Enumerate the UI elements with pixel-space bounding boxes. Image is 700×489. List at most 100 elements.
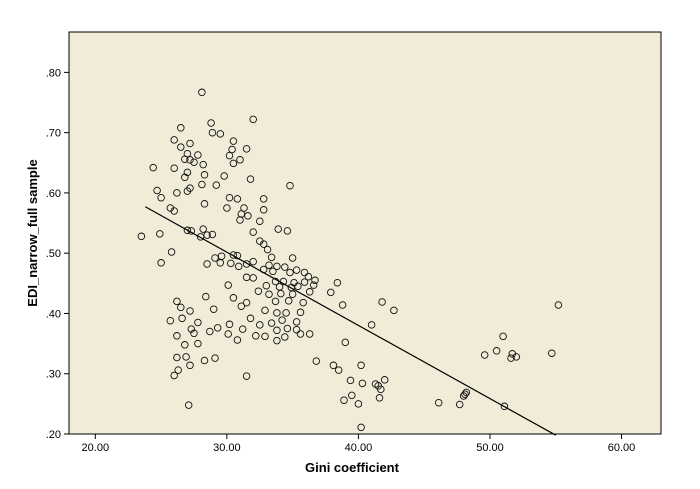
data-point	[286, 268, 294, 277]
data-point	[259, 206, 268, 214]
y-axis: .20 .30 .40 .50 .60 .70 .80	[46, 67, 69, 441]
data-point	[273, 309, 281, 317]
data-point	[354, 400, 363, 408]
data-point	[292, 318, 301, 326]
data-point	[199, 225, 207, 233]
data-point	[261, 332, 269, 341]
data-point	[273, 326, 281, 335]
data-point	[200, 356, 209, 365]
data-point	[190, 329, 198, 338]
data-point	[348, 391, 356, 400]
data-point	[300, 278, 309, 286]
data-point	[333, 278, 342, 287]
x-tick-label: 40.00	[345, 442, 373, 454]
data-points	[137, 88, 563, 432]
data-point	[242, 298, 251, 307]
data-point	[507, 354, 515, 362]
data-point	[246, 175, 255, 183]
data-point	[254, 287, 263, 295]
y-tick-label: .60	[46, 188, 61, 200]
data-point	[157, 193, 165, 202]
data-point	[242, 372, 251, 380]
data-point	[288, 290, 297, 298]
data-point	[177, 143, 185, 151]
data-point	[300, 268, 309, 277]
data-point	[181, 341, 189, 349]
data-point	[224, 330, 232, 338]
data-point	[281, 333, 289, 341]
data-point	[327, 288, 335, 297]
data-point	[277, 289, 285, 298]
data-point	[259, 240, 268, 248]
data-point	[309, 281, 318, 289]
data-point	[305, 288, 314, 296]
x-tick-label: 50.00	[476, 442, 504, 454]
x-tick-label: 30.00	[213, 442, 241, 454]
data-point	[203, 260, 211, 268]
data-point	[186, 307, 194, 315]
data-point	[249, 257, 257, 266]
data-point	[249, 228, 257, 236]
data-point	[480, 351, 489, 359]
data-point	[305, 330, 314, 338]
data-point	[224, 281, 232, 289]
data-point	[390, 306, 398, 315]
data-point	[137, 232, 146, 241]
data-point	[225, 320, 234, 329]
data-point	[244, 212, 252, 220]
data-point	[375, 394, 384, 402]
plot-area	[68, 31, 662, 435]
data-point	[265, 290, 273, 298]
data-point	[455, 400, 464, 409]
x-tick-label: 60.00	[608, 442, 636, 454]
data-point	[267, 319, 276, 327]
data-point	[199, 160, 207, 169]
data-point	[341, 338, 350, 347]
data-point	[170, 164, 178, 172]
data-point	[220, 172, 228, 180]
data-point	[288, 254, 297, 262]
data-point	[271, 297, 280, 306]
y-tick-label: .50	[46, 248, 61, 260]
data-point	[200, 171, 209, 179]
y-tick-label: .40	[46, 308, 61, 320]
data-point	[380, 376, 389, 384]
data-point	[512, 353, 521, 361]
data-point	[367, 321, 376, 329]
data-point	[242, 260, 251, 268]
data-point	[265, 261, 273, 269]
data-point	[240, 204, 248, 212]
data-point	[461, 390, 469, 398]
data-point	[357, 423, 365, 432]
data-point	[296, 330, 305, 338]
data-point	[283, 324, 292, 333]
data-point	[229, 137, 238, 145]
data-point	[211, 254, 219, 262]
data-point	[190, 158, 198, 166]
data-point	[186, 139, 194, 148]
data-point	[249, 274, 257, 282]
data-point	[346, 376, 355, 385]
y-tick-label: .70	[46, 128, 61, 140]
data-point	[173, 297, 181, 306]
data-point	[358, 379, 367, 388]
data-point	[196, 233, 205, 241]
data-point	[166, 316, 175, 325]
data-point	[149, 163, 157, 172]
data-point	[294, 282, 302, 291]
data-point	[170, 371, 178, 380]
data-point	[223, 204, 231, 212]
data-point	[252, 332, 260, 340]
data-point	[292, 325, 301, 334]
data-point	[194, 151, 202, 159]
data-point	[233, 336, 242, 344]
data-point	[284, 297, 293, 305]
y-tick-label: .20	[46, 429, 61, 441]
data-point	[233, 195, 242, 203]
data-point	[157, 259, 165, 267]
data-point	[249, 115, 257, 124]
data-point	[261, 306, 269, 315]
data-point	[273, 336, 281, 345]
y-axis-title: EDI_narrow_full sample	[25, 159, 40, 306]
data-point	[500, 402, 509, 411]
